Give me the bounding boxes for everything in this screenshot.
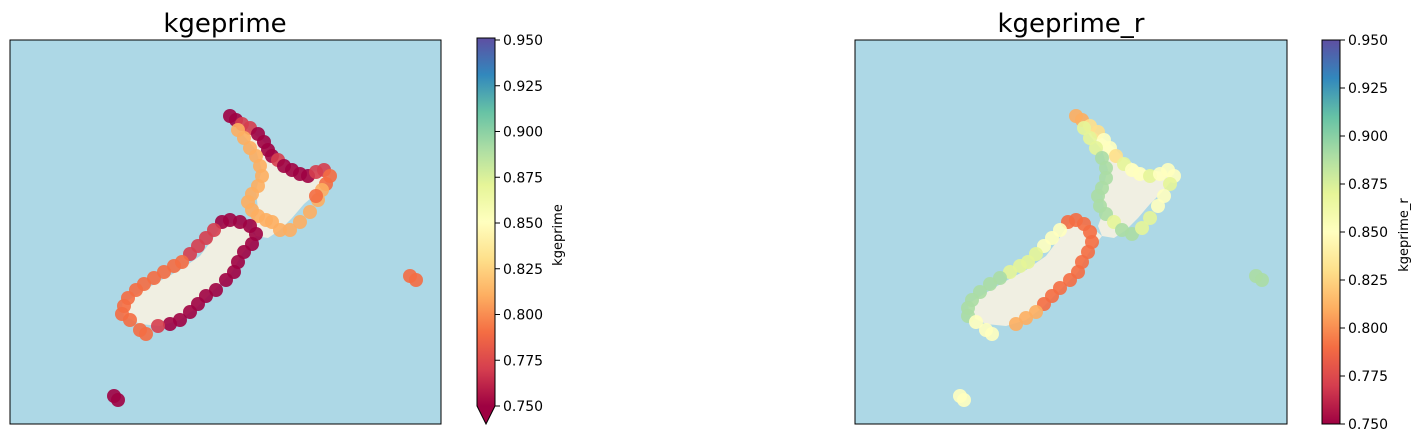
panel-title: kgeprime <box>163 9 286 39</box>
south-island-land <box>968 222 1102 326</box>
colorbar-tick-label: 0.750 <box>1348 417 1388 433</box>
map-panel-kgeprime-r: kgeprime_r 0.950 0.925 0.900 0.875 0.850 0.82… <box>854 9 1412 433</box>
colorbar-tick-label: 0.925 <box>503 79 543 95</box>
colorbar-tick-label: 0.775 <box>503 353 543 369</box>
colorbar-kgeprime-r: 0.950 0.925 0.900 0.875 0.850 0.825 0.800 0.775… <box>1321 33 1412 433</box>
station-marker <box>283 223 297 237</box>
colorbar-tick-label: 0.775 <box>1348 369 1388 385</box>
panel-title: kgeprime_r <box>998 9 1145 39</box>
station-marker <box>273 223 287 237</box>
station-marker <box>983 277 997 291</box>
station-marker <box>985 327 999 341</box>
station-marker <box>1157 189 1171 203</box>
station-marker <box>219 273 233 287</box>
colorbar-tick-label: 0.900 <box>1348 129 1388 145</box>
colorbar-tick-label: 0.875 <box>1348 177 1388 193</box>
station-marker <box>151 319 165 333</box>
station-marker <box>1255 273 1269 287</box>
station-marker <box>123 313 137 327</box>
colorbar-gradient <box>477 38 495 406</box>
colorbar-tick-label: 0.875 <box>503 170 543 186</box>
colorbar-outline <box>476 37 496 426</box>
station-marker <box>293 215 307 229</box>
colorbar-tick-label: 0.950 <box>1348 33 1388 49</box>
colorbar-label: kgeprime_r <box>1397 198 1412 272</box>
colorbar-tick-label: 0.800 <box>1348 321 1388 337</box>
colorbar-tick-label: 0.850 <box>1348 225 1388 241</box>
south-island-land <box>122 222 256 326</box>
station-marker <box>309 189 323 203</box>
colorbar-tick-label: 0.750 <box>503 399 543 415</box>
station-marker <box>1063 273 1077 287</box>
station-marker <box>1009 317 1023 331</box>
station-marker <box>139 327 153 341</box>
station-marker <box>1135 221 1149 235</box>
station-marker <box>111 393 125 407</box>
station-marker <box>1143 211 1157 225</box>
map-panel-kgeprime: kgeprime 0.9500.9250.9000.8750.8500.8250… <box>9 9 566 426</box>
station-marker <box>303 205 317 219</box>
colorbar-label: kgeprime <box>551 204 566 266</box>
station-marker <box>409 273 423 287</box>
station-marker <box>969 315 983 329</box>
station-marker <box>183 305 197 319</box>
station-marker <box>957 393 971 407</box>
station-marker <box>1099 161 1113 175</box>
map-frame <box>9 39 442 425</box>
colorbar-extend-min-arrow <box>477 406 495 424</box>
colorbar-tick-label: 0.825 <box>1348 273 1388 289</box>
colorbar-tick-label: 0.950 <box>503 33 543 49</box>
map-frame <box>854 39 1288 425</box>
colorbar-tick-label: 0.800 <box>503 308 543 324</box>
station-markers <box>953 109 1269 407</box>
colorbar-gradient <box>1322 40 1340 424</box>
station-markers <box>107 109 423 407</box>
colorbar-tick-label: 0.925 <box>1348 81 1388 97</box>
colorbar-tick-label: 0.825 <box>503 262 543 278</box>
station-marker <box>163 317 177 331</box>
colorbar-tick-label: 0.900 <box>503 125 543 141</box>
colorbar-kgeprime: 0.950 0.925 0.900 0.875 0.850 0.825 0.800 0.775… <box>476 33 566 426</box>
station-marker <box>1163 177 1177 191</box>
colorbar-tick-label: 0.850 <box>503 216 543 232</box>
